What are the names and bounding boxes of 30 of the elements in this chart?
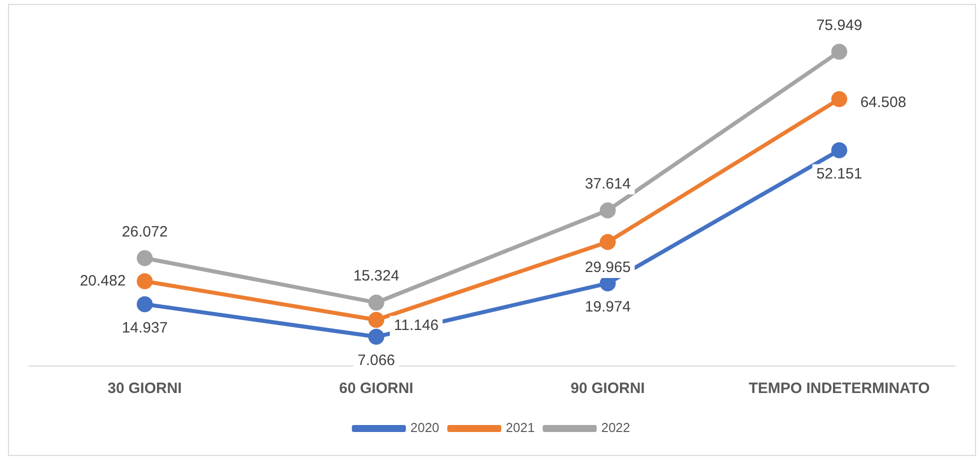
- point: [600, 234, 616, 250]
- x-tick-label: 30 GIORNI: [108, 380, 182, 398]
- x-tick-label: TEMPO INDETERMINATO: [748, 380, 930, 398]
- point: [368, 294, 384, 311]
- point: [136, 273, 153, 290]
- data-label: 75.949: [816, 16, 862, 34]
- legend-label: 2020: [410, 420, 440, 436]
- data-label: 14.937: [122, 319, 168, 336]
- point: [136, 250, 153, 266]
- x-tick-label: 90 GIORNI: [570, 380, 645, 398]
- data-label: 19.974: [584, 298, 631, 316]
- data-label: 15.324: [353, 268, 400, 285]
- point: [368, 328, 384, 345]
- legend-label: 2022: [601, 420, 630, 436]
- data-label: 7.066: [357, 352, 396, 369]
- point: [368, 312, 384, 328]
- point: [831, 142, 848, 158]
- point: [831, 91, 848, 108]
- data-label: 64.508: [860, 94, 906, 112]
- data-label: 11.146: [394, 317, 439, 334]
- legend-label: 2021: [506, 420, 535, 436]
- x-tick-label: 60 GIORNI: [339, 380, 414, 398]
- point: [831, 44, 848, 60]
- data-label: 37.614: [584, 176, 631, 193]
- point: [600, 202, 616, 218]
- data-label: 52.151: [816, 165, 862, 182]
- point: [136, 296, 153, 312]
- data-label: 29.965: [584, 259, 631, 276]
- data-label: 26.072: [122, 223, 168, 240]
- data-label: 20.482: [80, 272, 126, 290]
